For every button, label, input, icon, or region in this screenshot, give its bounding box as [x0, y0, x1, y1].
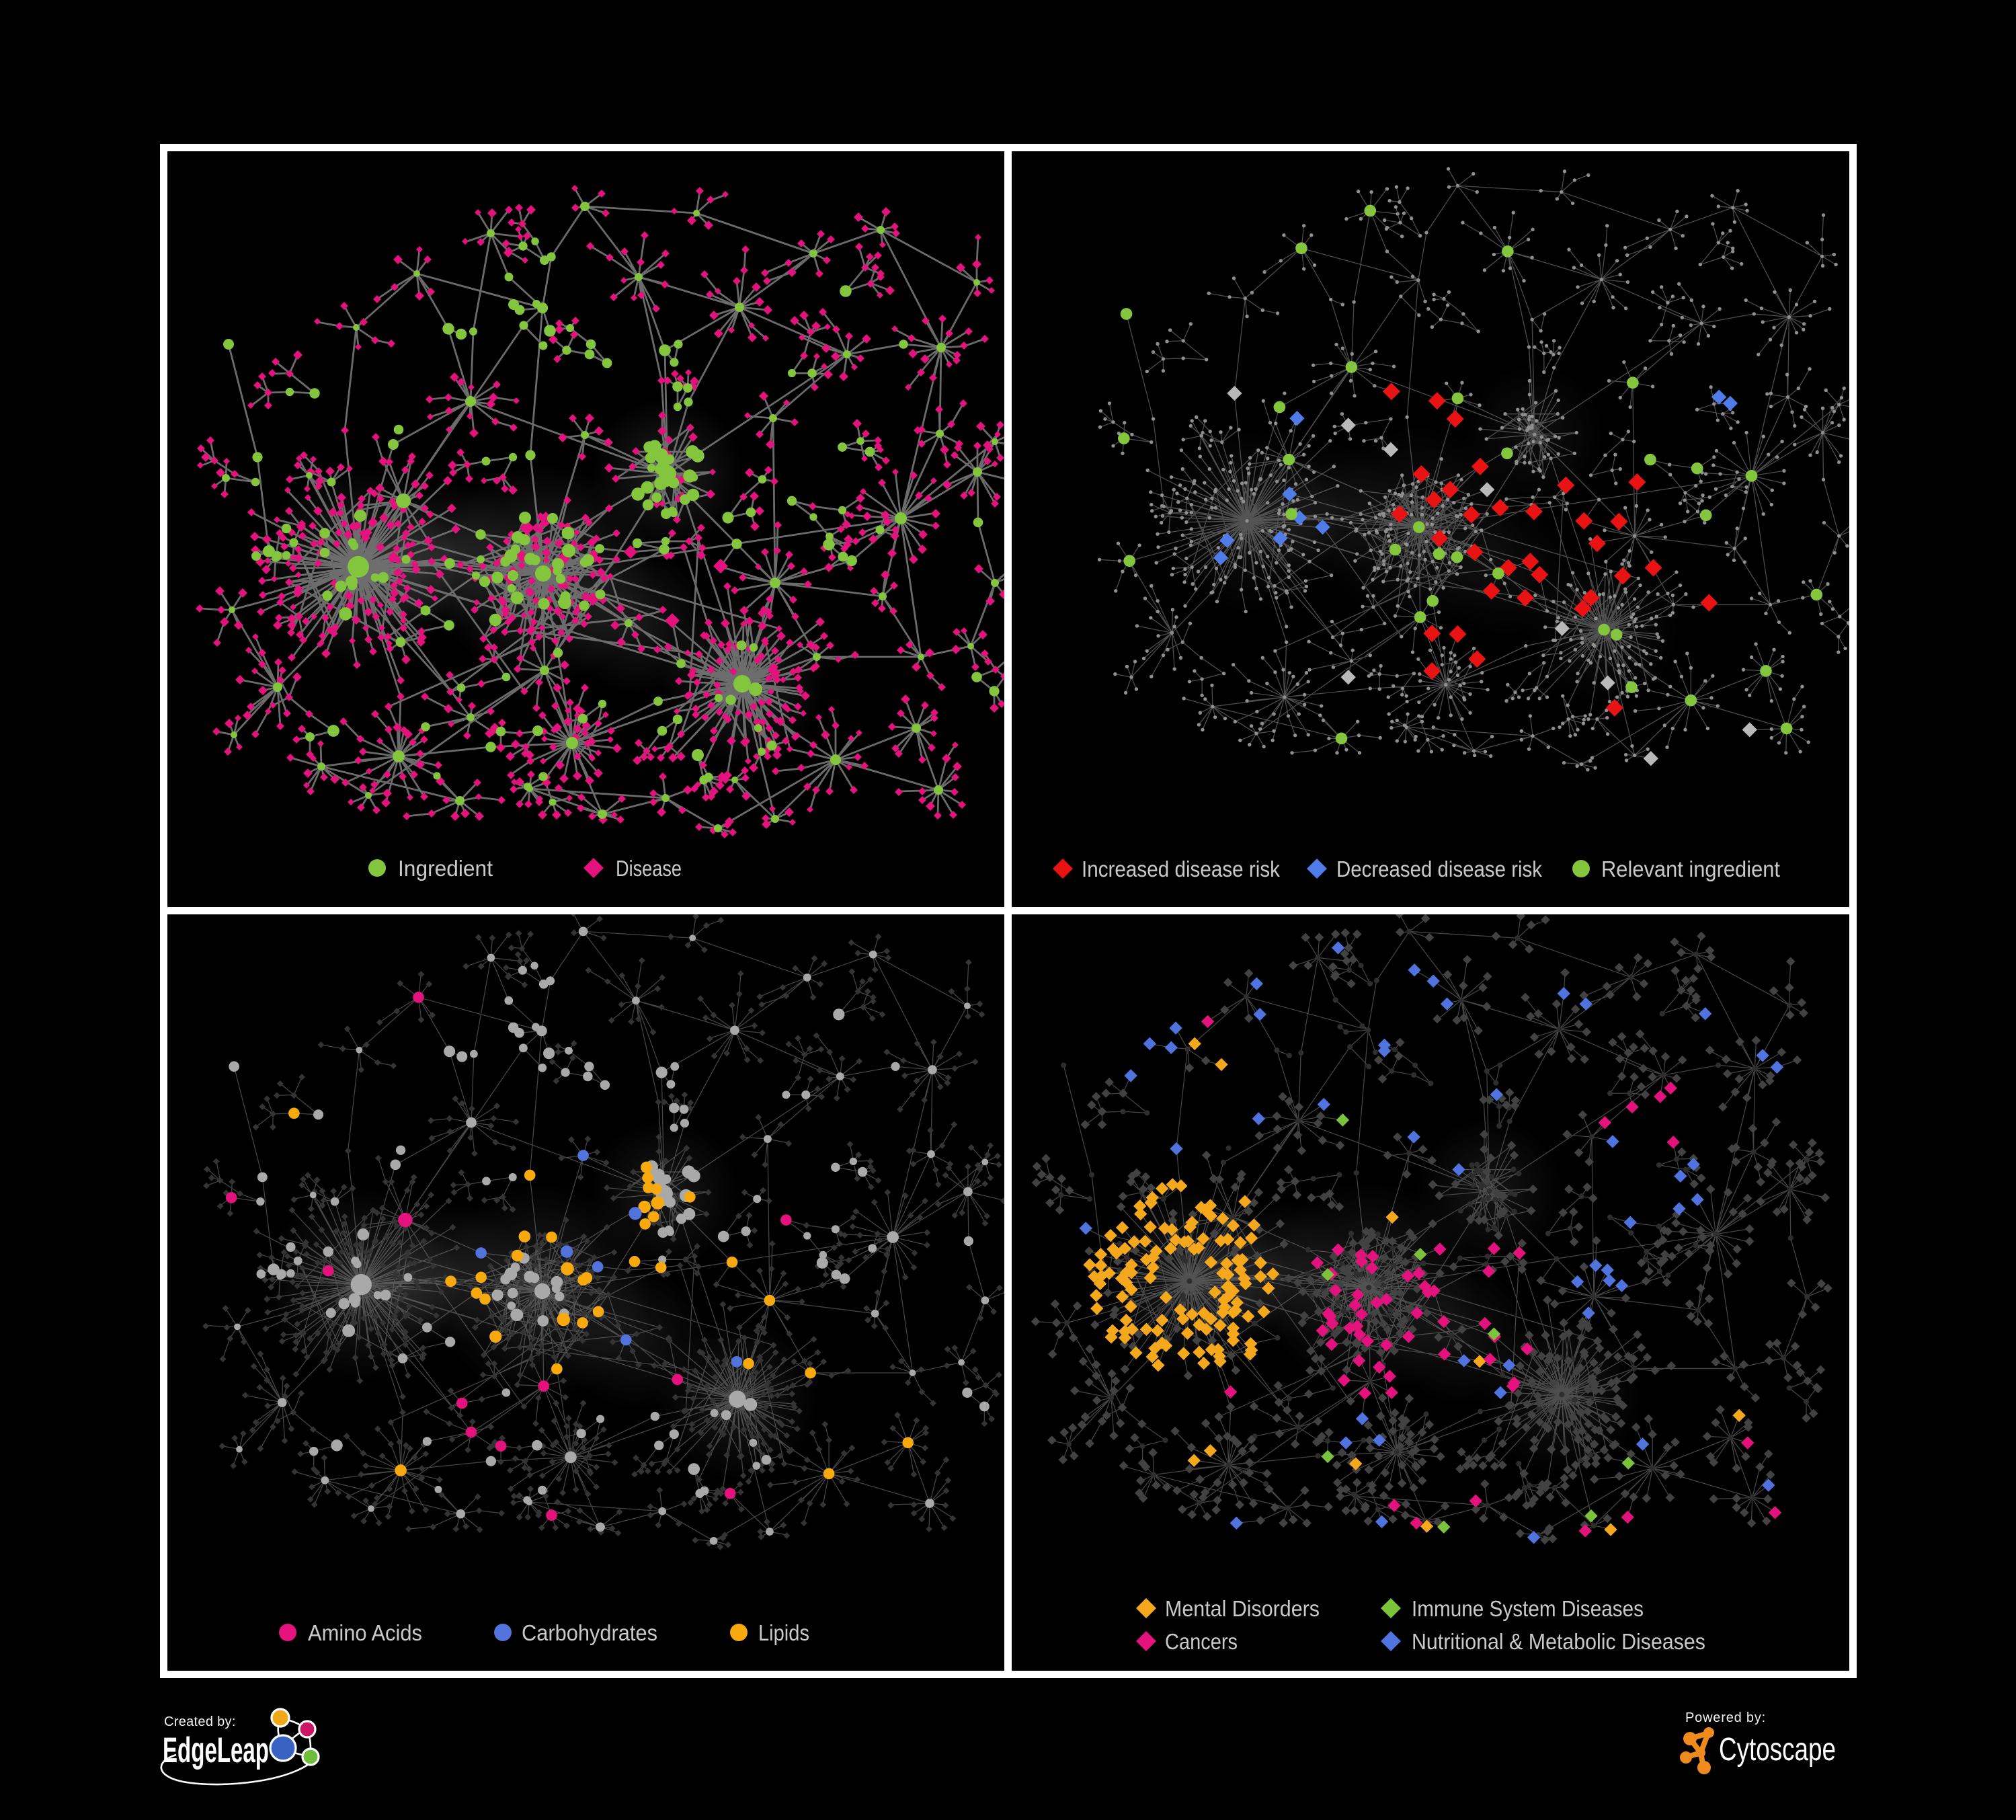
svg-text:Relevant ingredient: Relevant ingredient — [1601, 857, 1780, 881]
svg-text:Created by:: Created by: — [164, 1714, 236, 1729]
svg-text:Ingredient: Ingredient — [398, 856, 493, 881]
svg-text:Cytoscape: Cytoscape — [1719, 1732, 1836, 1768]
svg-text:Carbohydrates: Carbohydrates — [522, 1620, 657, 1645]
svg-text:Nutritional & Metabolic Diseas: Nutritional & Metabolic Diseases — [1412, 1629, 1705, 1654]
svg-text:Lipids: Lipids — [758, 1620, 809, 1645]
svg-text:Amino Acids: Amino Acids — [308, 1620, 422, 1645]
svg-text:Increased disease risk: Increased disease risk — [1082, 857, 1280, 881]
svg-text:Cancers: Cancers — [1165, 1629, 1238, 1654]
svg-text:Disease: Disease — [616, 856, 682, 881]
svg-text:Immune System Diseases: Immune System Diseases — [1412, 1596, 1644, 1621]
svg-text:EdgeLeap: EdgeLeap — [163, 1731, 269, 1770]
svg-text:Mental Disorders: Mental Disorders — [1165, 1596, 1320, 1621]
svg-text:Powered by:: Powered by: — [1685, 1710, 1766, 1725]
svg-text:Decreased disease risk: Decreased disease risk — [1336, 857, 1542, 881]
